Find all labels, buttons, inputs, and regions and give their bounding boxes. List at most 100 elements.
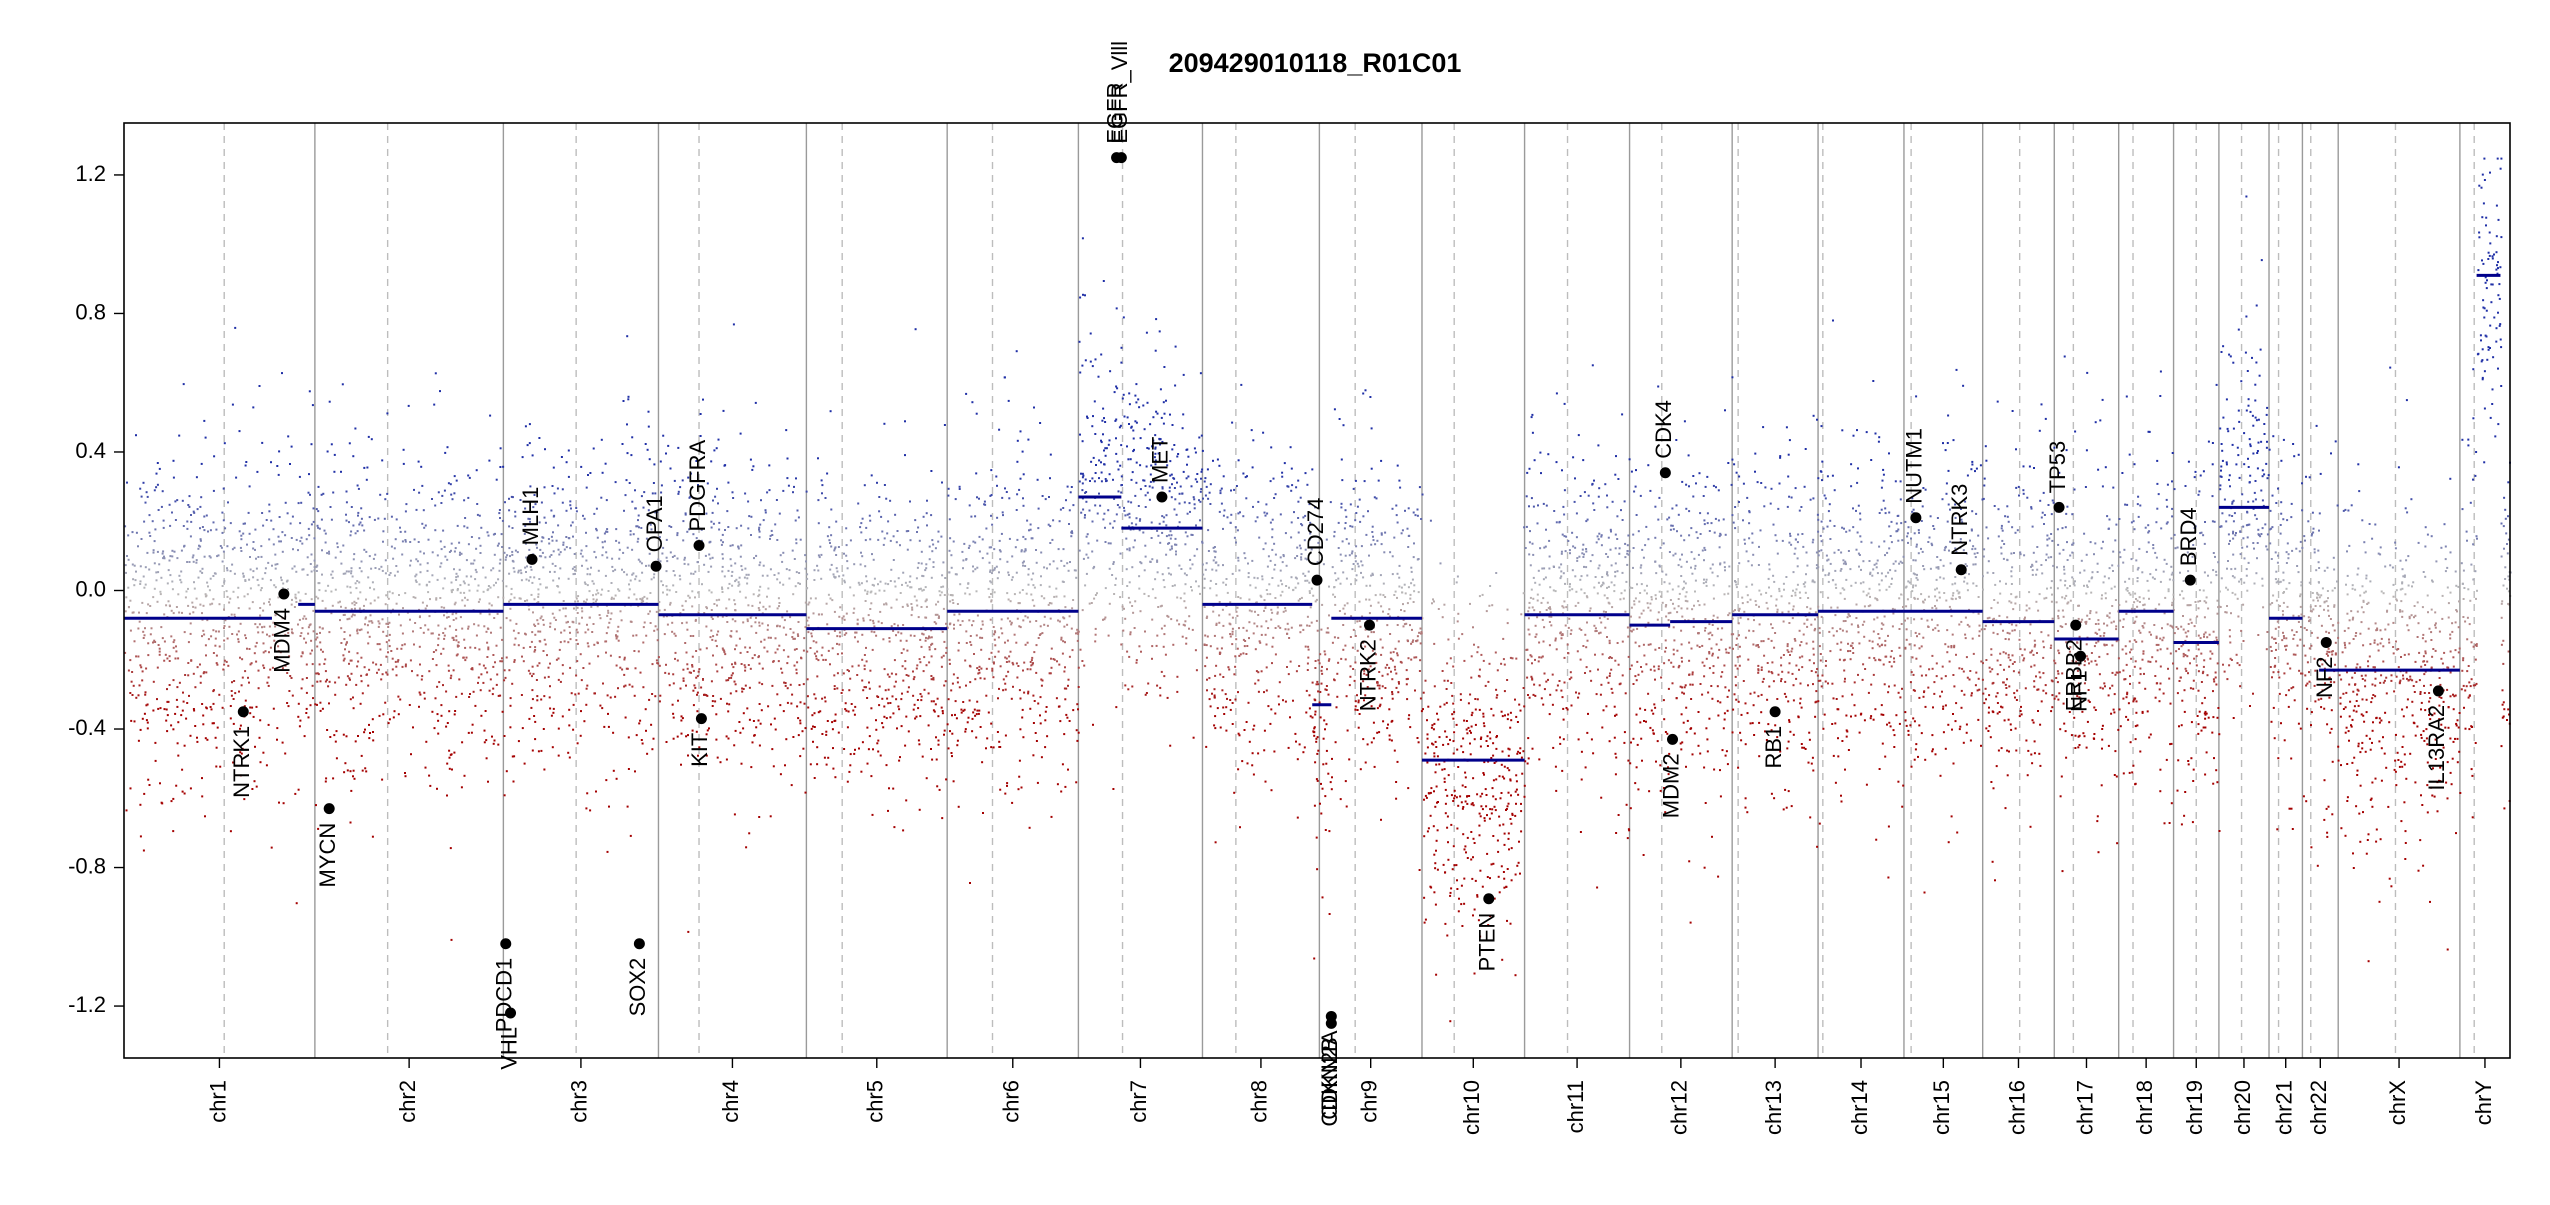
probe-points (124, 158, 2512, 1023)
probe-point (382, 570, 384, 572)
probe-point (511, 551, 513, 553)
probe-point (1307, 669, 1309, 671)
probe-point (363, 530, 365, 532)
probe-point (930, 748, 932, 750)
probe-point (1156, 635, 1158, 637)
probe-point (962, 620, 964, 622)
probe-point (738, 581, 740, 583)
probe-point (463, 525, 465, 527)
probe-point (1011, 802, 1013, 804)
probe-point (1270, 708, 1272, 710)
probe-point (1182, 413, 1184, 415)
probe-point (187, 674, 189, 676)
probe-point (563, 542, 565, 544)
probe-point (1019, 760, 1021, 762)
probe-point (469, 590, 471, 592)
probe-point (968, 717, 970, 719)
probe-point (419, 583, 421, 585)
probe-point (806, 578, 808, 580)
probe-point (933, 679, 935, 681)
probe-point (1129, 633, 1131, 635)
probe-point (163, 613, 165, 615)
probe-point (730, 545, 732, 547)
probe-point (1247, 762, 1249, 764)
probe-point (455, 629, 457, 631)
probe-point (316, 681, 318, 683)
probe-point (631, 436, 633, 438)
probe-point (325, 607, 327, 609)
probe-point (175, 650, 177, 652)
probe-point (380, 678, 382, 680)
probe-point (1033, 407, 1035, 409)
probe-point (1057, 783, 1059, 785)
probe-point (196, 598, 198, 600)
probe-point (439, 566, 441, 568)
probe-point (1086, 416, 1088, 418)
probe-point (928, 692, 930, 694)
probe-point (336, 757, 338, 759)
probe-point (539, 555, 541, 557)
probe-point (1040, 625, 1042, 627)
probe-point (567, 641, 569, 643)
probe-point (991, 668, 993, 670)
probe-point (1251, 429, 1253, 431)
probe-point (1068, 570, 1070, 572)
probe-point (649, 610, 651, 612)
probe-point (682, 669, 684, 671)
probe-point (240, 550, 242, 552)
probe-point (796, 661, 798, 663)
probe-point (476, 635, 478, 637)
probe-point (724, 653, 726, 655)
probe-point (378, 568, 380, 570)
probe-point (694, 596, 696, 598)
probe-point (766, 491, 768, 493)
probe-point (215, 529, 217, 531)
probe-point (469, 647, 471, 649)
probe-point (595, 593, 597, 595)
probe-point (684, 642, 686, 644)
probe-point (1079, 341, 1081, 343)
probe-point (615, 481, 617, 483)
probe-point (784, 764, 786, 766)
probe-point (1288, 637, 1290, 639)
probe-point (771, 534, 773, 536)
probe-point (1326, 685, 1328, 687)
probe-point (532, 698, 534, 700)
probe-point (1175, 553, 1177, 555)
probe-point (160, 707, 162, 709)
probe-point (919, 658, 921, 660)
probe-point (524, 633, 526, 635)
probe-point (824, 697, 826, 699)
probe-point (1295, 486, 1297, 488)
probe-point (1296, 670, 1298, 672)
probe-point (1032, 537, 1034, 539)
probe-point (931, 577, 933, 579)
probe-point (781, 561, 783, 563)
probe-point (173, 641, 175, 643)
probe-point (1007, 617, 1009, 619)
probe-point (1179, 493, 1181, 495)
probe-point (141, 679, 143, 681)
probe-point (480, 527, 482, 529)
probe-point (838, 575, 840, 577)
probe-point (599, 614, 601, 616)
probe-point (461, 599, 463, 601)
probe-point (961, 712, 963, 714)
probe-point (276, 465, 278, 467)
probe-point (930, 675, 932, 677)
probe-point (1273, 478, 1275, 480)
probe-point (559, 567, 561, 569)
probe-point (414, 622, 416, 624)
probe-point (796, 648, 798, 650)
probe-point (861, 582, 863, 584)
probe-point (294, 793, 296, 795)
probe-point (386, 412, 388, 414)
probe-point (363, 549, 365, 551)
probe-point (941, 817, 943, 819)
probe-point (349, 618, 351, 620)
probe-point (887, 583, 889, 585)
probe-point (423, 552, 425, 554)
probe-point (372, 581, 374, 583)
probe-point (292, 548, 294, 550)
probe-point (600, 617, 602, 619)
